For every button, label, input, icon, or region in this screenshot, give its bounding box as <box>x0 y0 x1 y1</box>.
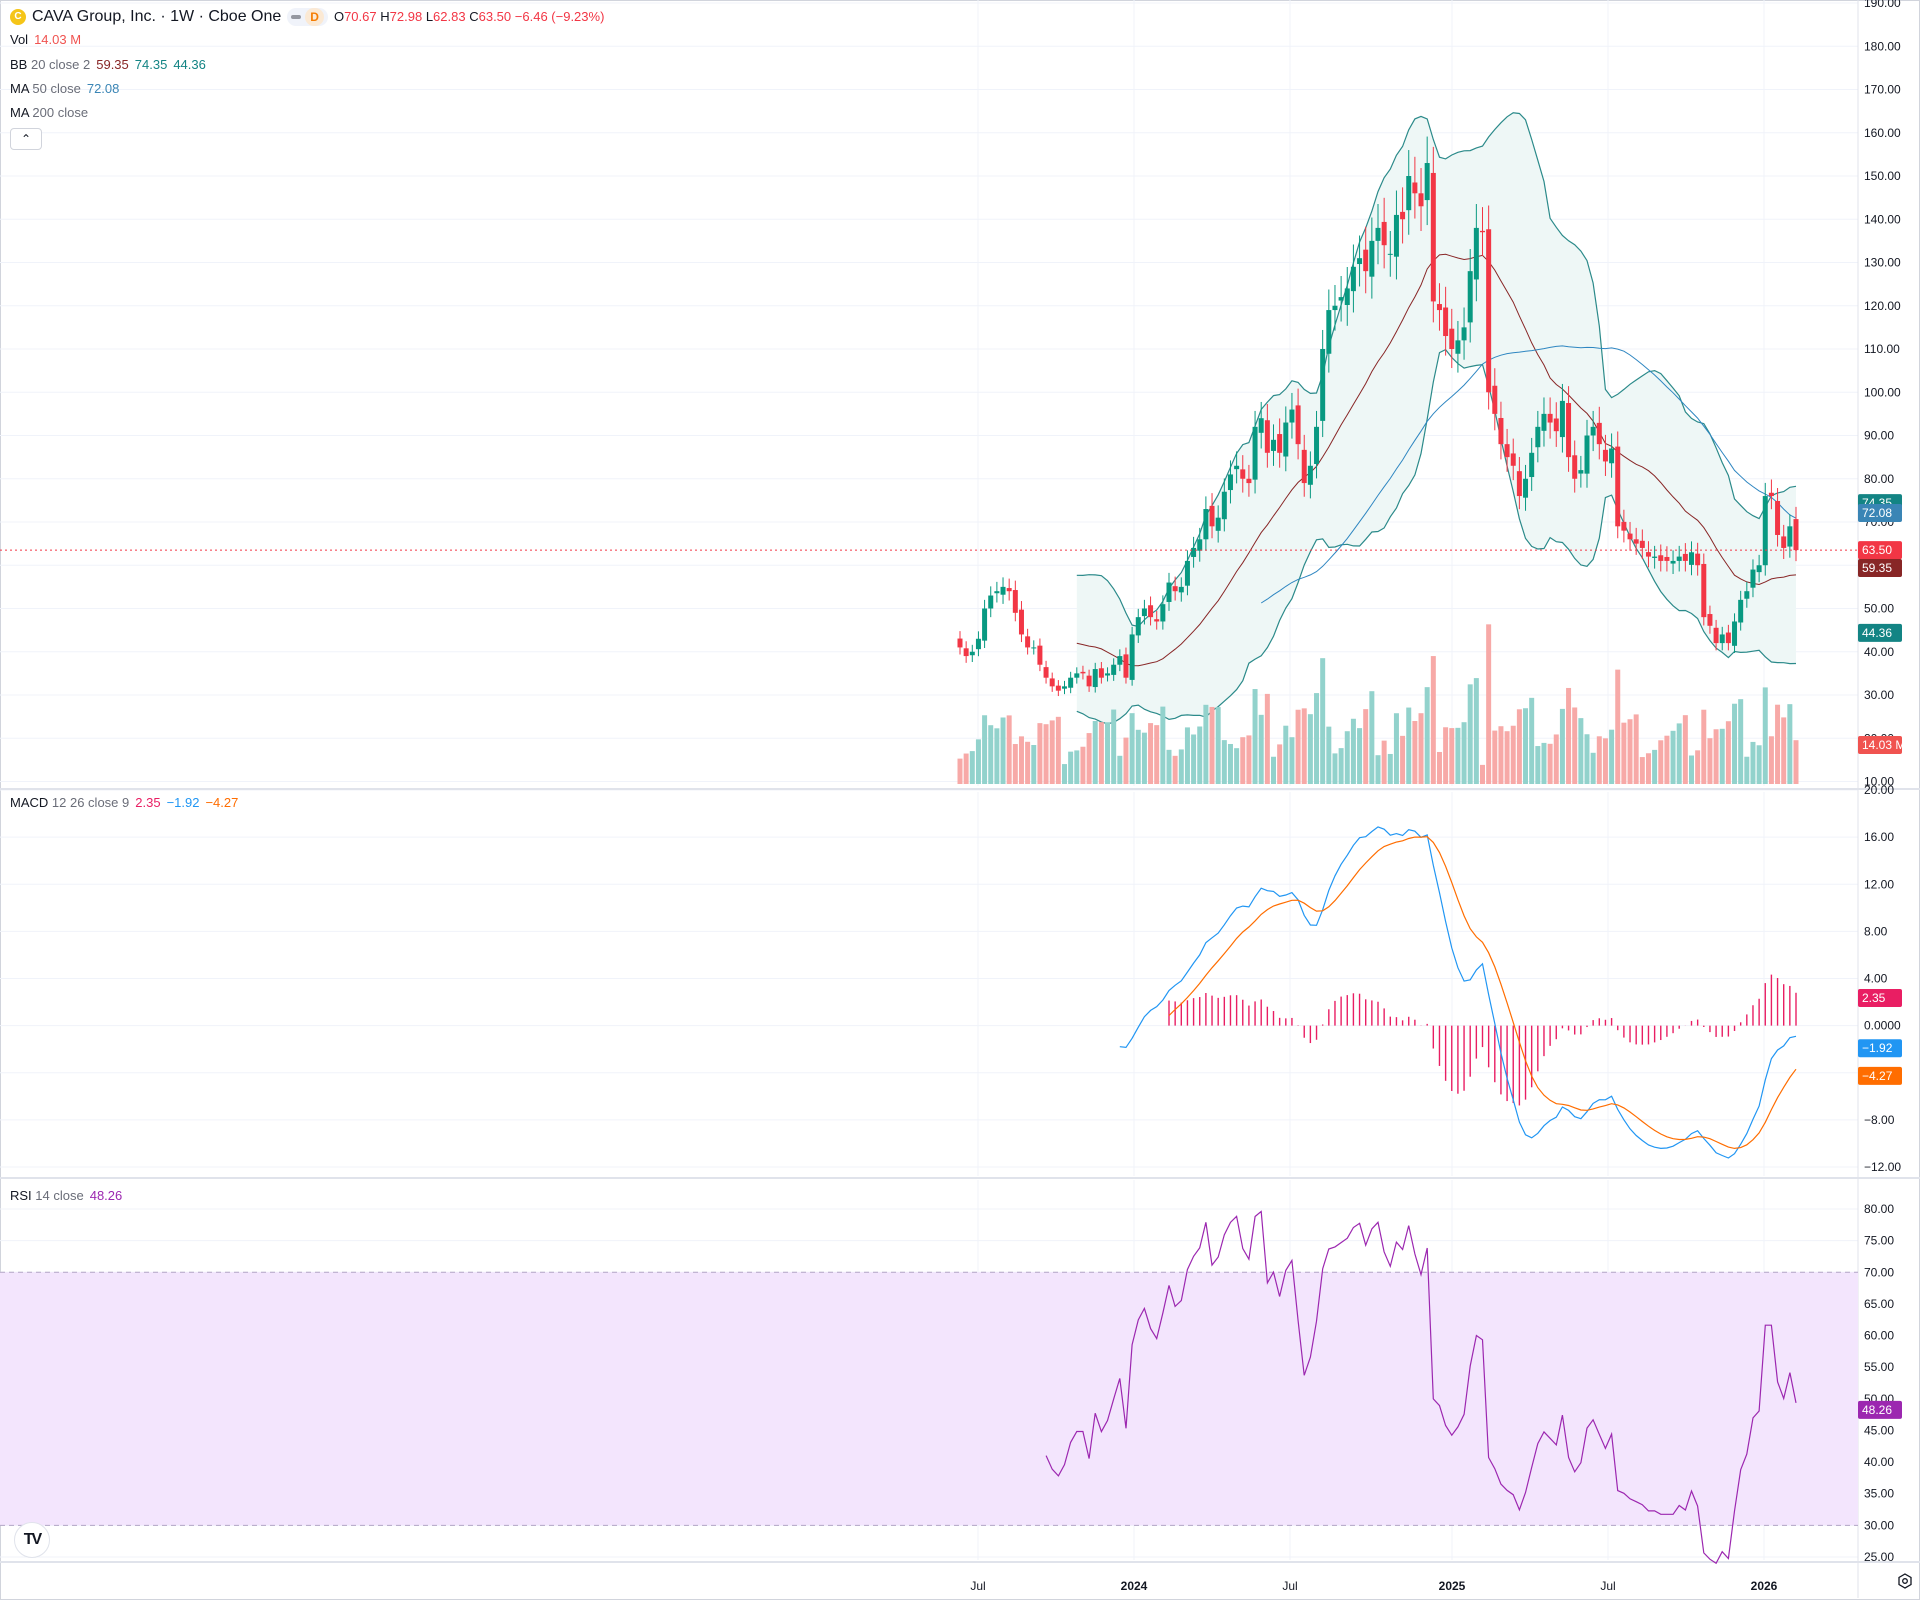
svg-text:120.00: 120.00 <box>1864 299 1901 313</box>
ma50-legend[interactable]: MA 50 close 72.08 <box>10 81 120 96</box>
svg-text:160.00: 160.00 <box>1864 126 1901 140</box>
svg-text:63.50: 63.50 <box>1862 543 1892 557</box>
svg-text:44.36: 44.36 <box>1862 626 1892 640</box>
volume-value: 14.03 M <box>34 32 82 47</box>
svg-text:80.00: 80.00 <box>1864 1202 1894 1216</box>
svg-text:180.00: 180.00 <box>1864 39 1901 53</box>
svg-text:140.00: 140.00 <box>1864 212 1901 226</box>
bb-basis-value: 59.35 <box>96 57 129 72</box>
rsi-band <box>0 1272 1858 1526</box>
svg-text:59.35: 59.35 <box>1862 561 1892 575</box>
settings-gear-icon[interactable] <box>1896 1572 1914 1590</box>
ma200-legend[interactable]: MA 200 close <box>10 105 89 120</box>
svg-text:0.0000: 0.0000 <box>1864 1019 1901 1033</box>
rsi-value: 48.26 <box>89 1188 123 1203</box>
axes: 190.00 180.00 170.00 160.00 150.00 140.00 130.… <box>970 0 1901 1593</box>
rsi-line <box>1045 1210 1797 1565</box>
delayed-data-badge: D <box>305 8 324 26</box>
svg-text:130.00: 130.00 <box>1864 256 1901 270</box>
symbol-legend[interactable]: C CAVA Group, Inc. · 1W · Cboe One D O70… <box>10 8 604 26</box>
macd-histogram <box>1168 974 1797 1106</box>
svg-text:8.00: 8.00 <box>1864 924 1888 938</box>
bb-lower-value: 44.36 <box>173 57 206 72</box>
svg-text:Jul: Jul <box>1282 1579 1297 1593</box>
svg-text:−8.00: −8.00 <box>1864 1113 1895 1127</box>
svg-text:−1.92: −1.92 <box>1862 1041 1893 1055</box>
svg-text:100.00: 100.00 <box>1864 385 1901 399</box>
svg-text:110.00: 110.00 <box>1864 342 1900 356</box>
svg-text:70.00: 70.00 <box>1864 1265 1894 1279</box>
bb-upper-line <box>1076 112 1797 628</box>
svg-text:80.00: 80.00 <box>1864 472 1894 486</box>
tradingview-logo[interactable]: TV <box>14 1522 50 1558</box>
symbol-title[interactable]: CAVA Group, Inc. · 1W · Cboe One <box>32 8 282 25</box>
svg-text:45.00: 45.00 <box>1864 1423 1894 1437</box>
rsi-legend[interactable]: RSI 14 close 48.26 <box>10 1188 123 1203</box>
svg-text:12.00: 12.00 <box>1864 877 1894 891</box>
ma50-line <box>1260 345 1797 604</box>
market-status-pill[interactable]: D <box>287 8 328 26</box>
volume-legend[interactable]: Vol 14.03 M <box>10 32 82 47</box>
symbol-logo-icon: C <box>10 9 26 25</box>
svg-text:16.00: 16.00 <box>1864 830 1894 844</box>
svg-text:2024: 2024 <box>1121 1579 1148 1593</box>
svg-text:−4.27: −4.27 <box>1862 1069 1893 1083</box>
svg-text:4.00: 4.00 <box>1864 972 1888 986</box>
macd-legend[interactable]: MACD 12 26 close 9 2.35 −1.92 −4.27 <box>10 795 239 810</box>
svg-text:2026: 2026 <box>1751 1579 1778 1593</box>
ohlc-values: O70.67 H72.98 L62.83 C63.50 −6.46 (−9.23… <box>333 9 605 24</box>
svg-text:90.00: 90.00 <box>1864 429 1894 443</box>
svg-text:65.00: 65.00 <box>1864 1297 1894 1311</box>
svg-text:55.00: 55.00 <box>1864 1360 1894 1374</box>
svg-text:−12.00: −12.00 <box>1864 1160 1901 1174</box>
collapse-legend-button[interactable]: ⌃ <box>10 128 42 150</box>
svg-text:72.08: 72.08 <box>1862 506 1892 520</box>
svg-text:35.00: 35.00 <box>1864 1487 1894 1501</box>
svg-text:2.35: 2.35 <box>1862 991 1886 1005</box>
svg-text:150.00: 150.00 <box>1864 169 1901 183</box>
svg-text:60.00: 60.00 <box>1864 1329 1894 1343</box>
svg-text:Jul: Jul <box>1600 1579 1615 1593</box>
bb-fill <box>1076 112 1796 724</box>
bb-basis-line <box>1076 253 1797 667</box>
chevron-up-icon: ⌃ <box>20 132 32 146</box>
ma50-value: 72.08 <box>86 81 120 96</box>
svg-text:30.00: 30.00 <box>1864 688 1894 702</box>
macd-line <box>1119 826 1797 1159</box>
svg-text:2025: 2025 <box>1439 1579 1466 1593</box>
svg-text:Jul: Jul <box>970 1579 985 1593</box>
svg-text:48.26: 48.26 <box>1862 1403 1892 1417</box>
svg-text:40.00: 40.00 <box>1864 645 1894 659</box>
signal-line <box>1168 836 1797 1150</box>
svg-text:40.00: 40.00 <box>1864 1455 1894 1469</box>
svg-text:10.00: 10.00 <box>1864 775 1894 789</box>
svg-text:30.00: 30.00 <box>1864 1518 1894 1532</box>
svg-text:170.00: 170.00 <box>1864 83 1901 97</box>
volume-bars <box>957 624 1799 784</box>
bb-upper-value: 74.35 <box>134 57 168 72</box>
market-closed-icon <box>291 15 302 19</box>
bb-legend[interactable]: BB 20 close 2 59.35 74.35 44.36 <box>10 57 206 72</box>
macd-line-value: −1.92 <box>166 795 200 810</box>
svg-text:20.00: 20.00 <box>1864 783 1894 797</box>
svg-text:75.00: 75.00 <box>1864 1234 1894 1248</box>
candles <box>957 136 1799 697</box>
macd-signal-value: −4.27 <box>205 795 239 810</box>
svg-text:14.03 M: 14.03 M <box>1862 738 1905 752</box>
svg-text:190.00: 190.00 <box>1864 0 1901 10</box>
svg-text:50.00: 50.00 <box>1864 602 1894 616</box>
macd-hist-value: 2.35 <box>135 795 161 810</box>
svg-text:25.00: 25.00 <box>1864 1550 1894 1564</box>
bb-lower-line <box>1076 348 1797 725</box>
